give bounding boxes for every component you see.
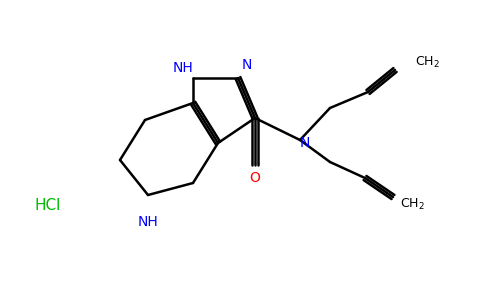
Text: N: N	[242, 58, 252, 72]
Text: CH$_2$: CH$_2$	[415, 54, 440, 70]
Text: NH: NH	[137, 215, 158, 229]
Text: CH$_2$: CH$_2$	[400, 196, 425, 211]
Text: NH: NH	[173, 61, 194, 75]
Text: O: O	[250, 171, 260, 185]
Text: HCl: HCl	[35, 197, 61, 212]
Text: N: N	[300, 136, 310, 150]
